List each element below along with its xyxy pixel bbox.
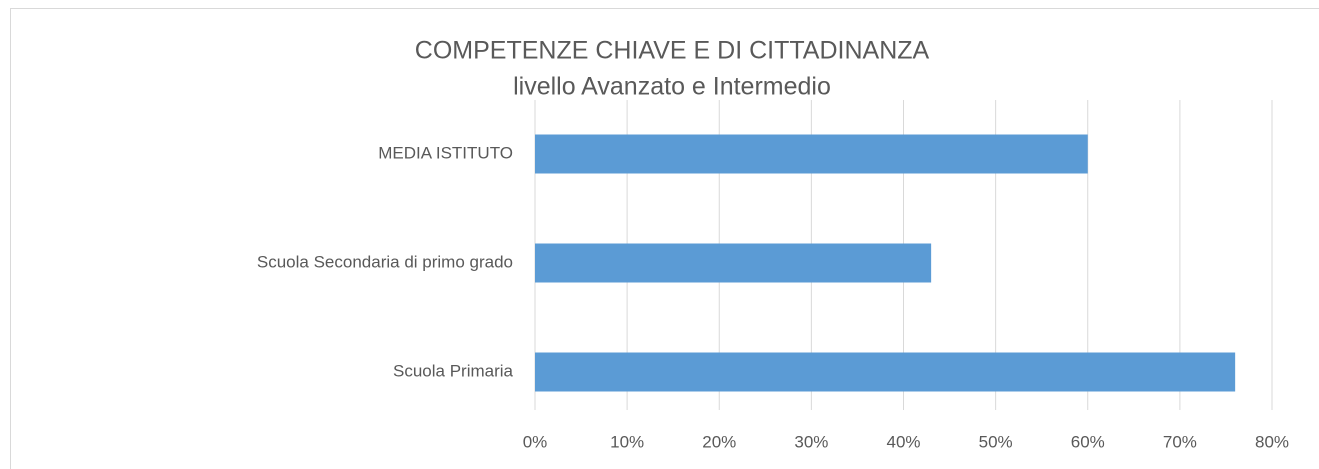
y-tick-label: MEDIA ISTITUTO xyxy=(378,143,513,162)
x-tick-label: 70% xyxy=(1163,432,1197,451)
x-tick-label: 10% xyxy=(610,432,644,451)
y-tick-label: Scuola Primaria xyxy=(393,361,514,380)
x-tick-label: 50% xyxy=(979,432,1013,451)
y-tick-label: Scuola Secondaria di primo grado xyxy=(257,252,513,271)
x-tick-label: 60% xyxy=(1071,432,1105,451)
x-tick-label: 20% xyxy=(702,432,736,451)
x-tick-label: 0% xyxy=(523,432,548,451)
x-tick-label: 80% xyxy=(1255,432,1289,451)
bar xyxy=(535,352,1236,392)
bar xyxy=(535,243,932,283)
x-tick-label: 30% xyxy=(794,432,828,451)
x-tick-label: 40% xyxy=(886,432,920,451)
bar xyxy=(535,134,1088,174)
chart-title: COMPETENZE CHIAVE E DI CITTADINANZA xyxy=(415,37,930,65)
chart-frame xyxy=(10,8,1319,469)
chart-subtitle: livello Avanzato e Intermedio xyxy=(513,73,831,101)
